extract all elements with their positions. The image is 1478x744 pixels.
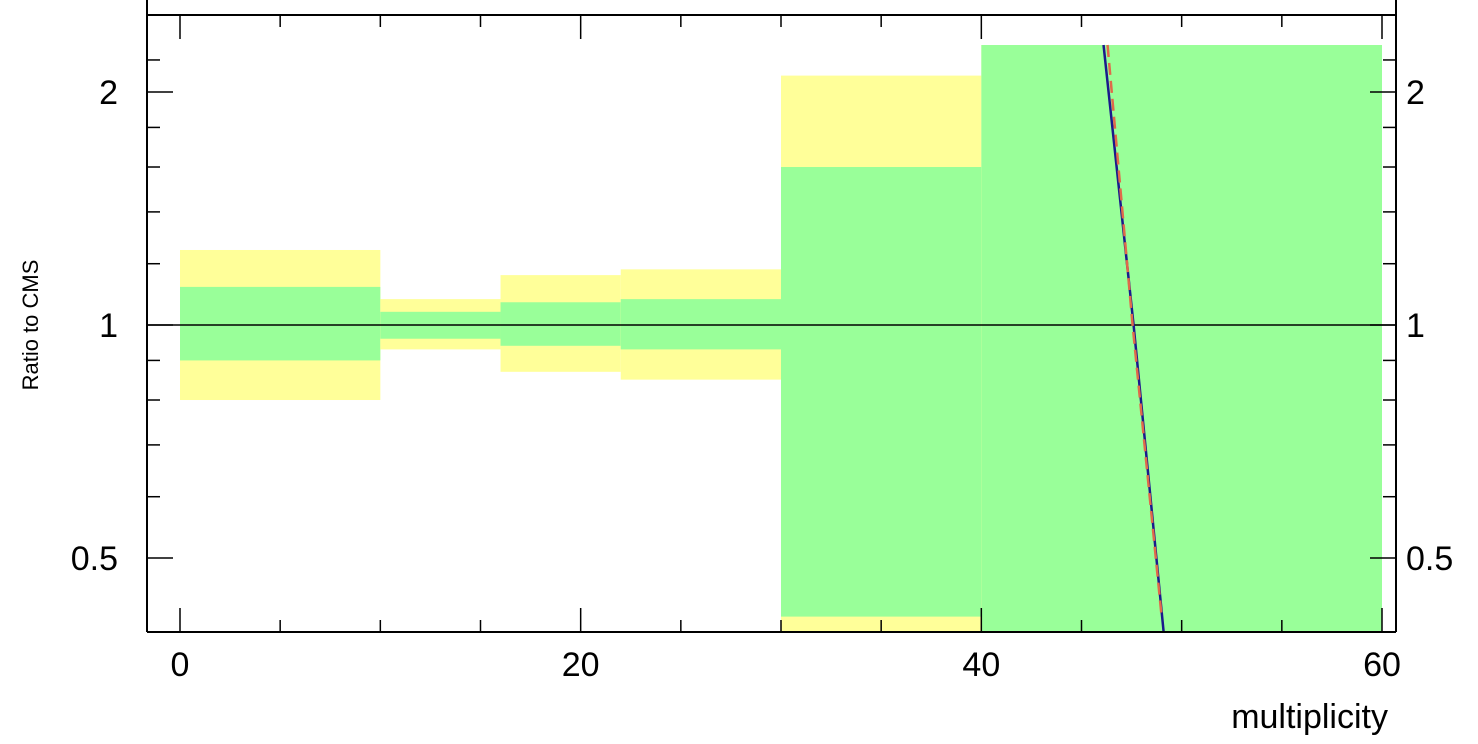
y-tick-label-right: 1 bbox=[1406, 307, 1425, 345]
inner-band-4 bbox=[781, 167, 982, 617]
y-tick-label-right: 0.5 bbox=[1406, 540, 1453, 578]
tick-labels: 0 20 40 60 0.5 0.5 1 1 2 2 bbox=[71, 74, 1454, 684]
y-tick-label: 2 bbox=[99, 74, 118, 112]
uncertainty-bands bbox=[180, 45, 1382, 633]
curve-1 bbox=[1106, 44, 1163, 617]
y-axis-title: Ratio to CMS bbox=[18, 260, 43, 391]
inner-band-2 bbox=[500, 302, 621, 346]
x-tick-label: 60 bbox=[1363, 646, 1401, 684]
y-tick-label: 1 bbox=[99, 307, 118, 345]
x-tick-label: 20 bbox=[562, 646, 600, 684]
y-tick-label: 0.5 bbox=[71, 540, 118, 578]
x-tick-label: 40 bbox=[962, 646, 1000, 684]
inner-band-0 bbox=[180, 286, 381, 361]
y-tick-label-right: 2 bbox=[1406, 74, 1425, 112]
curve-series bbox=[1102, 44, 1165, 633]
x-axis-title: multiplicity bbox=[1231, 698, 1388, 736]
plot-frame bbox=[146, 0, 1397, 633]
axis-ticks bbox=[147, 15, 1396, 632]
x-tick-label: 0 bbox=[171, 646, 190, 684]
inner-band-5 bbox=[981, 45, 1382, 633]
